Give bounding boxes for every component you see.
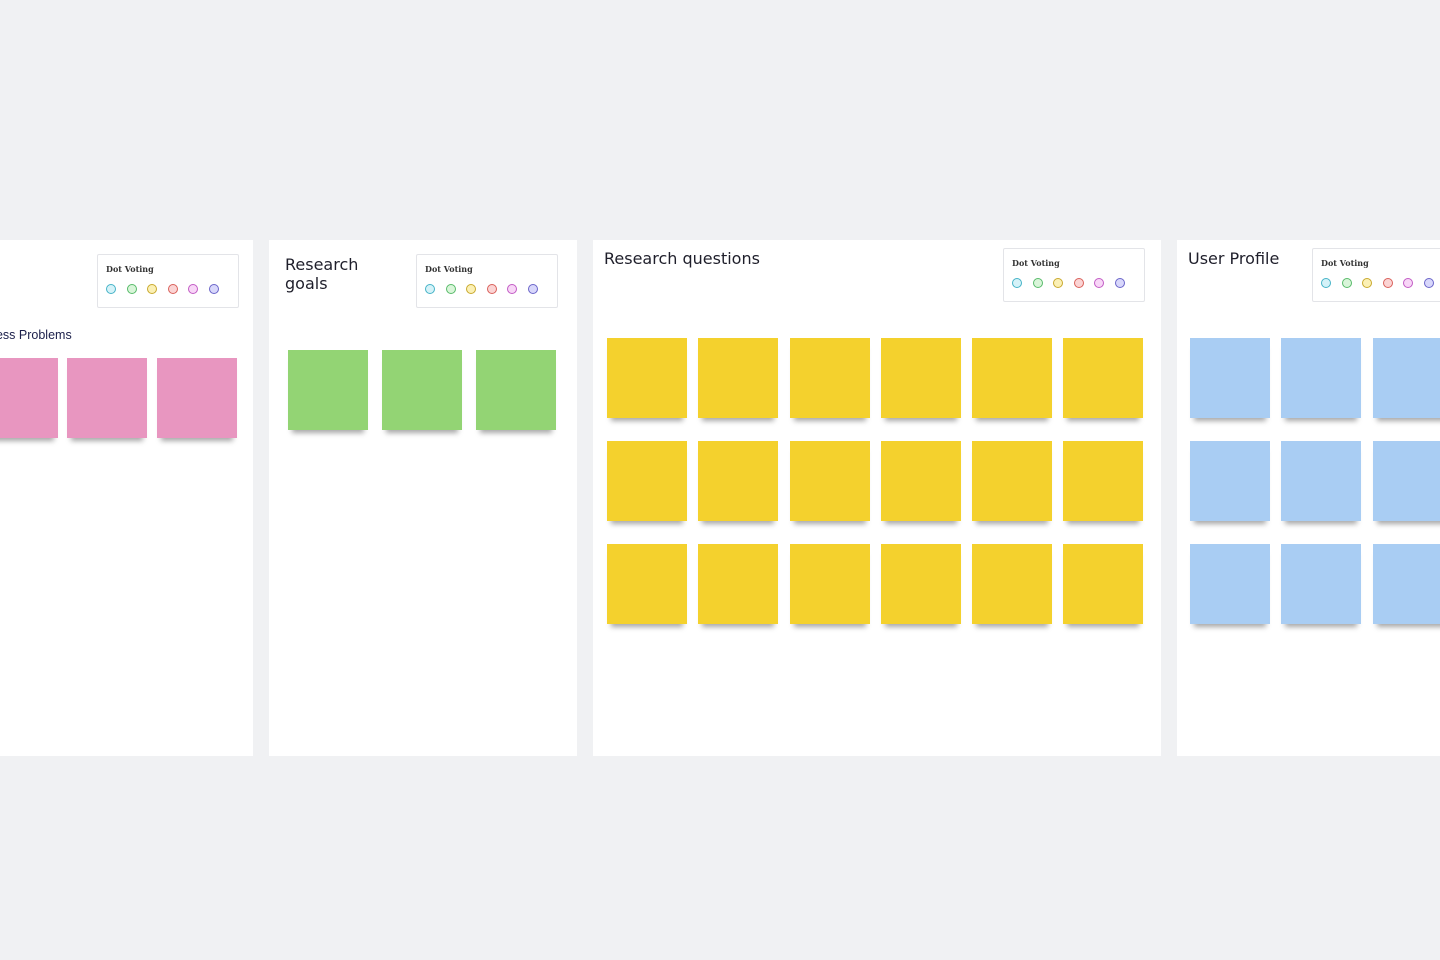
sticky-note[interactable] bbox=[1063, 338, 1143, 418]
voting-dot-yellow[interactable] bbox=[1362, 278, 1372, 288]
dot-voting-widget[interactable]: Dot Voting bbox=[416, 254, 558, 308]
sticky-note[interactable] bbox=[1373, 441, 1440, 521]
voting-dot-yellow[interactable] bbox=[147, 284, 157, 294]
dot-voting-label: Dot Voting bbox=[425, 264, 473, 274]
sticky-note[interactable] bbox=[1190, 544, 1270, 624]
sticky-note[interactable] bbox=[972, 544, 1052, 624]
sticky-note[interactable] bbox=[698, 441, 778, 521]
voting-dot-cyan[interactable] bbox=[1012, 278, 1022, 288]
sticky-note[interactable] bbox=[288, 350, 368, 430]
frame-subtitle: siness Problems bbox=[0, 328, 72, 342]
sticky-note[interactable] bbox=[881, 338, 961, 418]
voting-dot-green[interactable] bbox=[1032, 278, 1043, 288]
voting-dot-yellow[interactable] bbox=[466, 284, 476, 294]
sticky-note[interactable] bbox=[698, 544, 778, 624]
voting-dots bbox=[1012, 278, 1125, 288]
voting-dot-cyan[interactable] bbox=[425, 284, 435, 294]
voting-dot-cyan[interactable] bbox=[1321, 278, 1331, 288]
voting-dot-red[interactable] bbox=[167, 284, 178, 294]
voting-dot-magenta[interactable] bbox=[507, 284, 517, 294]
frame-research-goals[interactable]: Research goals Dot Voting bbox=[269, 240, 577, 756]
frame-research-questions[interactable]: Research questions Dot Voting bbox=[593, 240, 1161, 756]
voting-dot-magenta[interactable] bbox=[1094, 278, 1104, 288]
sticky-note[interactable] bbox=[607, 338, 687, 418]
dot-voting-widget[interactable]: Dot Voting bbox=[1312, 248, 1440, 302]
voting-dot-yellow[interactable] bbox=[1053, 278, 1063, 288]
voting-dot-green[interactable] bbox=[445, 284, 456, 294]
sticky-note[interactable] bbox=[1190, 338, 1270, 418]
sticky-note[interactable] bbox=[972, 441, 1052, 521]
sticky-note[interactable] bbox=[67, 358, 147, 438]
voting-dot-red[interactable] bbox=[1382, 278, 1393, 288]
sticky-note[interactable] bbox=[1063, 544, 1143, 624]
sticky-note[interactable] bbox=[1063, 441, 1143, 521]
sticky-note[interactable] bbox=[157, 358, 237, 438]
sticky-note[interactable] bbox=[972, 338, 1052, 418]
sticky-note[interactable] bbox=[476, 350, 556, 430]
voting-dots bbox=[425, 284, 538, 294]
sticky-note[interactable] bbox=[698, 338, 778, 418]
voting-dot-red[interactable] bbox=[1073, 278, 1084, 288]
sticky-note[interactable] bbox=[881, 441, 961, 521]
voting-dot-green[interactable] bbox=[1341, 278, 1352, 288]
sticky-note[interactable] bbox=[607, 441, 687, 521]
voting-dots bbox=[106, 284, 219, 294]
frame-title[interactable]: Research questions bbox=[604, 249, 760, 268]
sticky-note[interactable] bbox=[790, 544, 870, 624]
sticky-note[interactable] bbox=[1190, 441, 1270, 521]
dot-voting-widget[interactable]: Dot Voting bbox=[1003, 248, 1145, 302]
sticky-note[interactable] bbox=[1281, 338, 1361, 418]
dot-voting-label: Dot Voting bbox=[106, 264, 154, 274]
sticky-note[interactable] bbox=[0, 358, 58, 438]
sticky-note[interactable] bbox=[1281, 441, 1361, 521]
sticky-note[interactable] bbox=[790, 338, 870, 418]
frame-title[interactable]: User Profile bbox=[1188, 249, 1280, 268]
sticky-note[interactable] bbox=[607, 544, 687, 624]
frame-business-problems[interactable]: Dot Voting siness Problems bbox=[0, 240, 253, 756]
sticky-note[interactable] bbox=[1281, 544, 1361, 624]
voting-dot-purple[interactable] bbox=[1423, 278, 1434, 288]
voting-dot-purple[interactable] bbox=[527, 284, 538, 294]
voting-dot-magenta[interactable] bbox=[188, 284, 198, 294]
voting-dot-magenta[interactable] bbox=[1403, 278, 1413, 288]
sticky-note[interactable] bbox=[790, 441, 870, 521]
voting-dots bbox=[1321, 278, 1434, 288]
dot-voting-label: Dot Voting bbox=[1012, 258, 1060, 268]
dot-voting-widget[interactable]: Dot Voting bbox=[97, 254, 239, 308]
sticky-note[interactable] bbox=[1373, 338, 1440, 418]
sticky-note[interactable] bbox=[881, 544, 961, 624]
voting-dot-red[interactable] bbox=[486, 284, 497, 294]
sticky-note[interactable] bbox=[382, 350, 462, 430]
frame-title[interactable]: Research goals bbox=[285, 255, 359, 293]
voting-dot-purple[interactable] bbox=[1114, 278, 1125, 288]
voting-dot-cyan[interactable] bbox=[106, 284, 116, 294]
voting-dot-green[interactable] bbox=[126, 284, 137, 294]
dot-voting-label: Dot Voting bbox=[1321, 258, 1369, 268]
voting-dot-purple[interactable] bbox=[208, 284, 219, 294]
sticky-note[interactable] bbox=[1373, 544, 1440, 624]
frame-user-profile[interactable]: User Profile Dot Voting bbox=[1177, 240, 1440, 756]
